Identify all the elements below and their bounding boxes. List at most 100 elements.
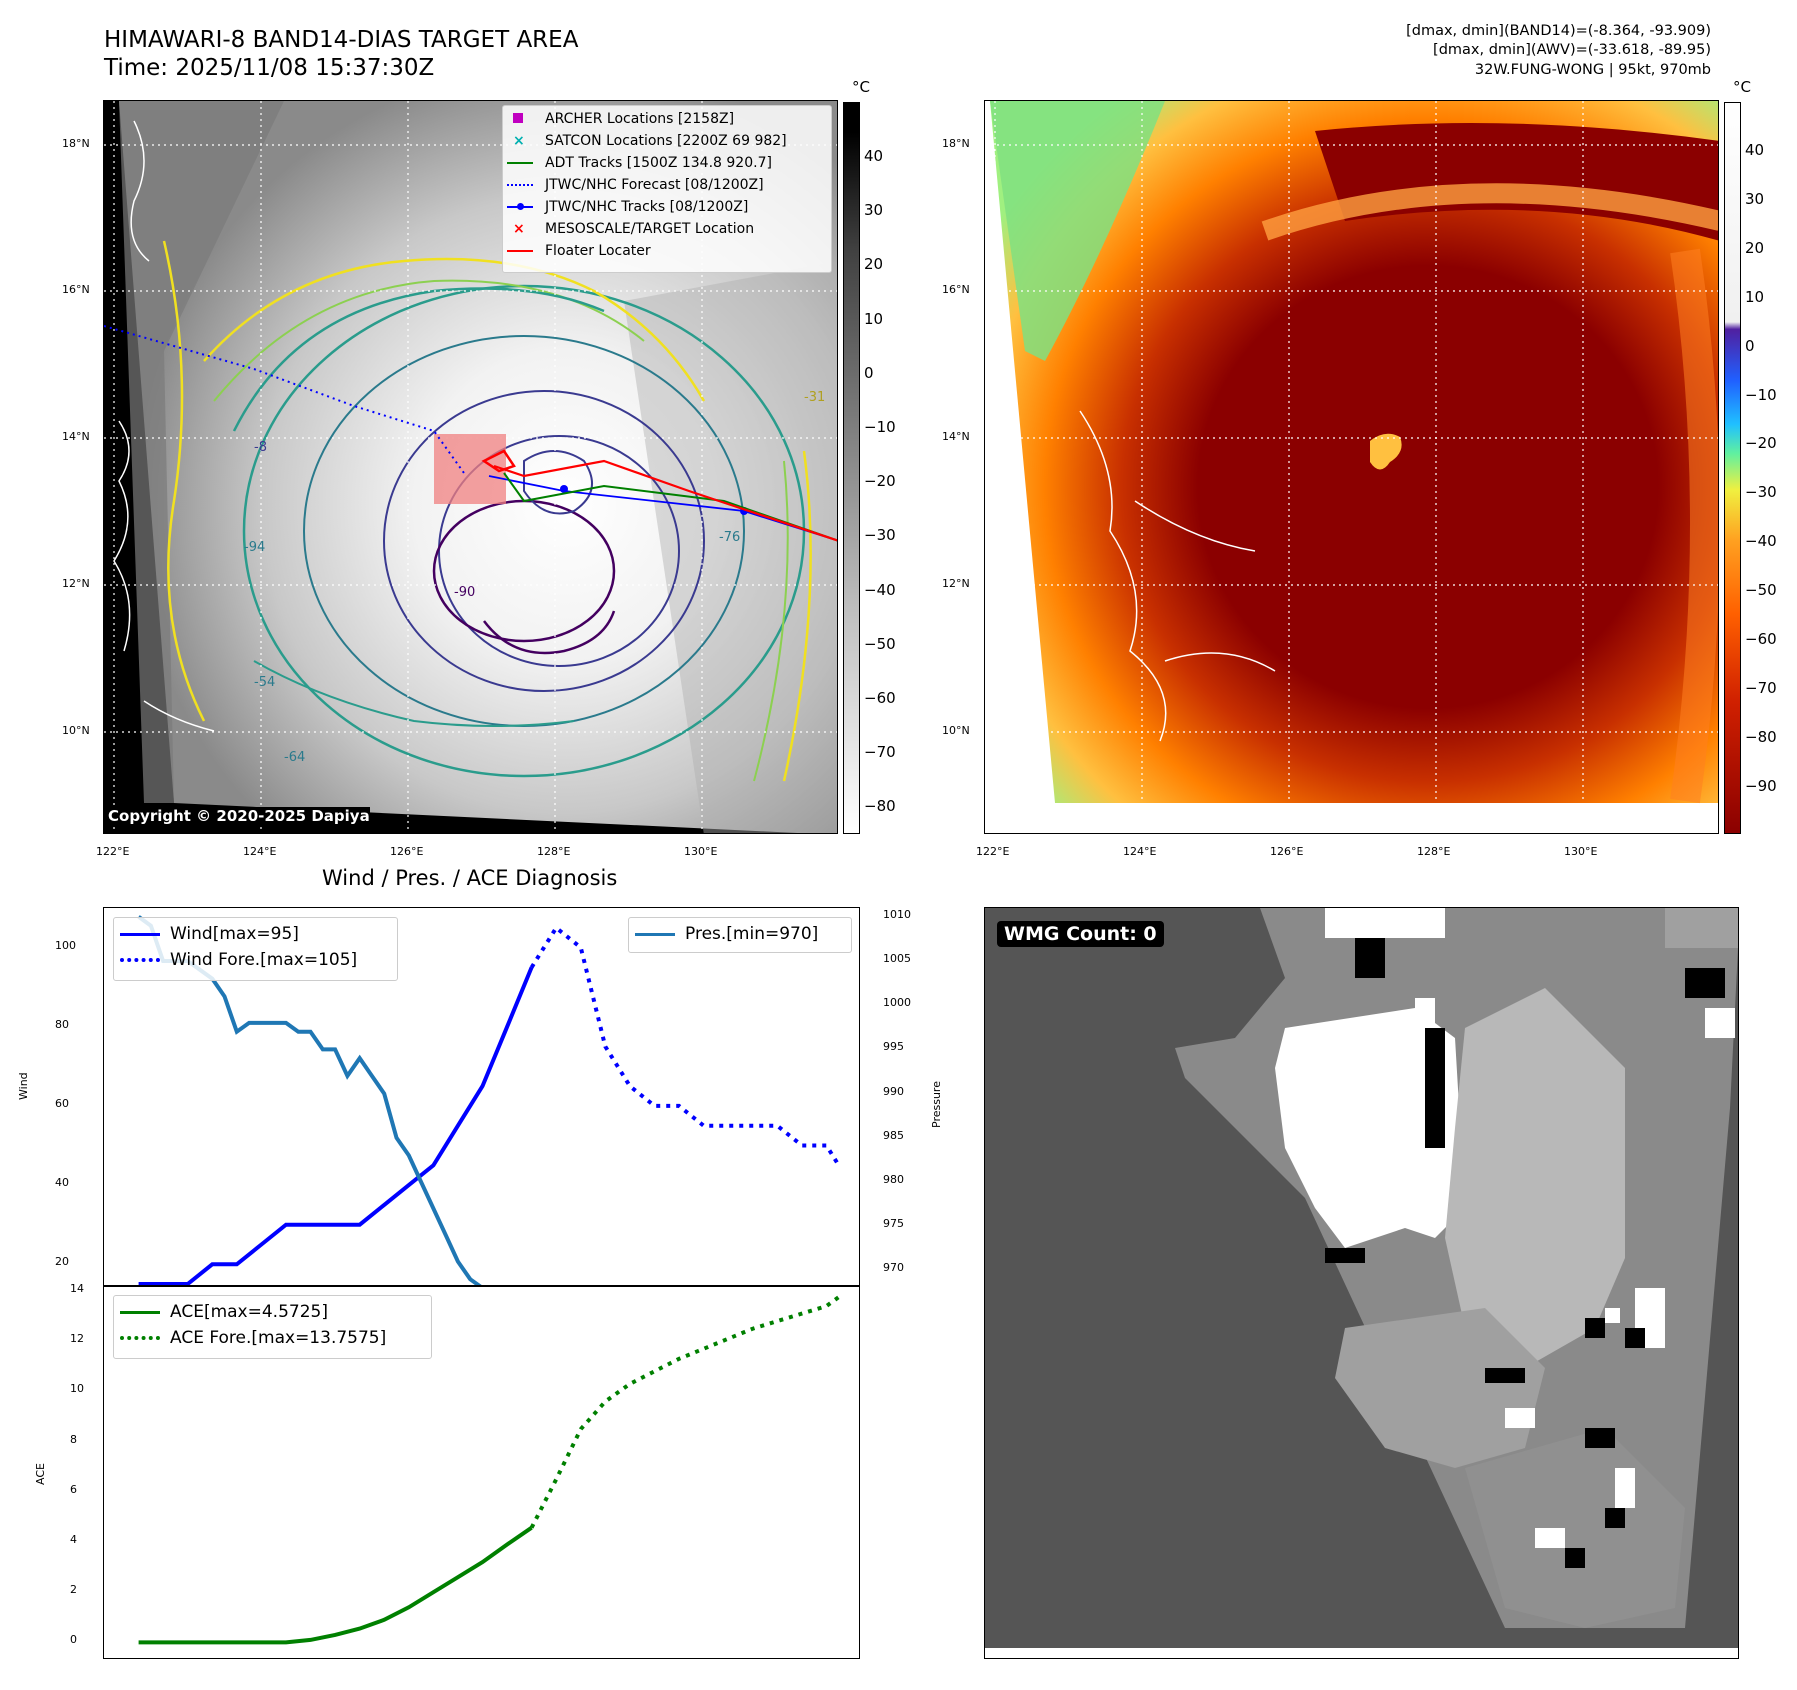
pressure-y-tick: 975 (883, 1217, 904, 1231)
contour-label: -76 (719, 530, 740, 545)
ace-fore-dotted-icon (120, 1336, 160, 1340)
contour-label: -64 (284, 750, 305, 765)
ace-y-tick: 0 (70, 1633, 77, 1647)
lat-tick: 14°N (62, 430, 90, 443)
wind-y-tick: 20 (55, 1255, 69, 1269)
legend-item-wind-fore: Wind Fore.[max=105] (120, 950, 357, 970)
legend-item-ace-fore: ACE Fore.[max=13.7575] (120, 1328, 386, 1348)
colorbar-gray-tick: 20 (864, 255, 884, 274)
lat-tick: 16°N (62, 283, 90, 296)
legend-item-archer: ARCHER Locations [2158Z] (513, 111, 734, 127)
pressure-y-tick: 1010 (883, 907, 911, 921)
lon-tick: 126°E (390, 845, 424, 858)
ace-y-tick: 4 (70, 1533, 77, 1547)
colorbar-gray-tick: 10 (864, 309, 884, 328)
colorbar-gray-tick: −30 (864, 526, 896, 545)
colorbar-heat-tick: −10 (1745, 385, 1777, 404)
series-line-ace-forecast (529, 1295, 840, 1529)
pres-legend: Pres.[min=970] (628, 917, 852, 953)
mesoscale-x-icon: × (513, 221, 525, 237)
legend-item-pres: Pres.[min=970] (635, 924, 818, 944)
lon-tick: 124°E (243, 845, 277, 858)
wmg-count-badge: WMG Count: 0 (997, 921, 1164, 947)
colorbar-heat-tick: −20 (1745, 434, 1777, 453)
colorbar-heat-tick: −60 (1745, 630, 1777, 648)
lon-tick: 124°E (1123, 845, 1157, 858)
colorbar-gray-tick: 0 (864, 363, 874, 382)
legend-item-mesoscale: × MESOSCALE/TARGET Location (513, 221, 755, 237)
legend-item-adt: ADT Tracks [1500Z 134.8 920.7] (507, 155, 772, 171)
lon-tick: 122°E (96, 845, 130, 858)
colorbar-gray-tick: −60 (864, 689, 896, 707)
colorbar-heat-tick: −40 (1745, 532, 1777, 551)
colorbar-gray (843, 102, 860, 834)
colorbar-gray-tick: 40 (864, 147, 884, 165)
colorbar-gray-tick: −50 (864, 634, 896, 653)
colorbar-heat-tick: 40 (1745, 141, 1765, 159)
wind-y-tick: 100 (55, 938, 76, 952)
info-dmax-awv: [dmax, dmin](AWV)=(-33.618, -89.95) (1433, 42, 1711, 58)
ace-plot (138, 1295, 840, 1645)
copyright-text: Copyright © 2020-2025 Dapiya (108, 807, 370, 825)
ace-chart: ACE[max=4.5725] ACE Fore.[max=13.7575] (103, 1285, 860, 1659)
wind-y-tick: 60 (55, 1096, 69, 1110)
pres-line-icon (635, 932, 675, 936)
ace-y-tick: 2 (70, 1583, 77, 1597)
awv-map-image (985, 101, 1718, 833)
lon-tick: 130°E (1564, 845, 1598, 858)
series-line-wind (138, 966, 534, 1286)
lat-tick: 18°N (62, 137, 90, 150)
contour-label: -31 (804, 390, 825, 405)
colorbar-gray-tick: −80 (864, 797, 896, 816)
info-dmax-band14: [dmax, dmin](BAND14)=(-8.364, -93.909) (1406, 23, 1711, 39)
legend-item-wind: Wind[max=95] (120, 924, 299, 944)
pressure-y-tick: 980 (883, 1172, 904, 1186)
jtwc-track-point (560, 485, 568, 493)
wmg-image (985, 908, 1738, 1658)
mesoscale-marker (481, 449, 516, 473)
lon-tick: 122°E (976, 845, 1010, 858)
colorbar-heat-tick: 0 (1745, 336, 1755, 355)
contour-label: -90 (454, 585, 475, 600)
ace-y-tick: 8 (70, 1432, 77, 1446)
ace-y-tick: 10 (70, 1382, 84, 1396)
series-line-ace (138, 1526, 533, 1645)
wind-pres-chart: Wind[max=95] Wind Fore.[max=105] Pres.[m… (103, 907, 860, 1287)
forecast-dotted-icon (507, 184, 533, 186)
floater-line-icon (507, 250, 533, 252)
pressure-y-tick: 990 (883, 1084, 904, 1098)
lon-tick: 130°E (684, 845, 718, 858)
adt-line-icon (507, 162, 533, 164)
colorbar-heat-tick: −80 (1745, 727, 1777, 746)
wind-y-tick: 40 (55, 1176, 69, 1190)
ace-y-tick: 12 (70, 1332, 84, 1346)
wind-fore-dotted-icon (120, 958, 160, 962)
legend-item-tracks: JTWC/NHC Tracks [08/1200Z] (507, 199, 748, 215)
lat-tick: 14°N (942, 430, 970, 443)
pressure-axis-label: Pressure (930, 1081, 943, 1128)
lat-tick: 12°N (942, 577, 970, 590)
colorbar-gray-tick: −70 (864, 743, 896, 762)
colorbar-heat-tick: −90 (1745, 776, 1777, 795)
map-gridlines (985, 101, 1718, 833)
colorbar-gray-tick: −40 (864, 580, 896, 599)
diagnosis-title: Wind / Pres. / ACE Diagnosis (322, 866, 618, 890)
colorbar-gray-unit: °C (852, 78, 870, 96)
lat-tick: 10°N (62, 724, 90, 737)
colorbar-heat-tick: −50 (1745, 581, 1777, 600)
colorbar-gray-tick: 30 (864, 201, 884, 220)
legend-item-satcon: × SATCON Locations [2200Z 69 982] (513, 133, 787, 149)
lat-tick: 10°N (942, 724, 970, 737)
lon-tick: 126°E (1270, 845, 1304, 858)
figure-title: HIMAWARI-8 BAND14-DIAS TARGET AREA (104, 27, 579, 53)
satcon-x-icon: × (513, 133, 525, 149)
lon-tick: 128°E (537, 845, 571, 858)
lat-tick: 12°N (62, 577, 90, 590)
wind-axis-label: Wind (17, 1072, 30, 1100)
ace-legend: ACE[max=4.5725] ACE Fore.[max=13.7575] (113, 1295, 432, 1359)
ace-y-tick: 14 (70, 1282, 84, 1296)
pressure-y-tick: 985 (883, 1128, 904, 1142)
wind-legend: Wind[max=95] Wind Fore.[max=105] (113, 917, 398, 981)
colorbar-gray-tick: −10 (864, 418, 896, 436)
colorbar-heat-tick: 30 (1745, 189, 1765, 208)
